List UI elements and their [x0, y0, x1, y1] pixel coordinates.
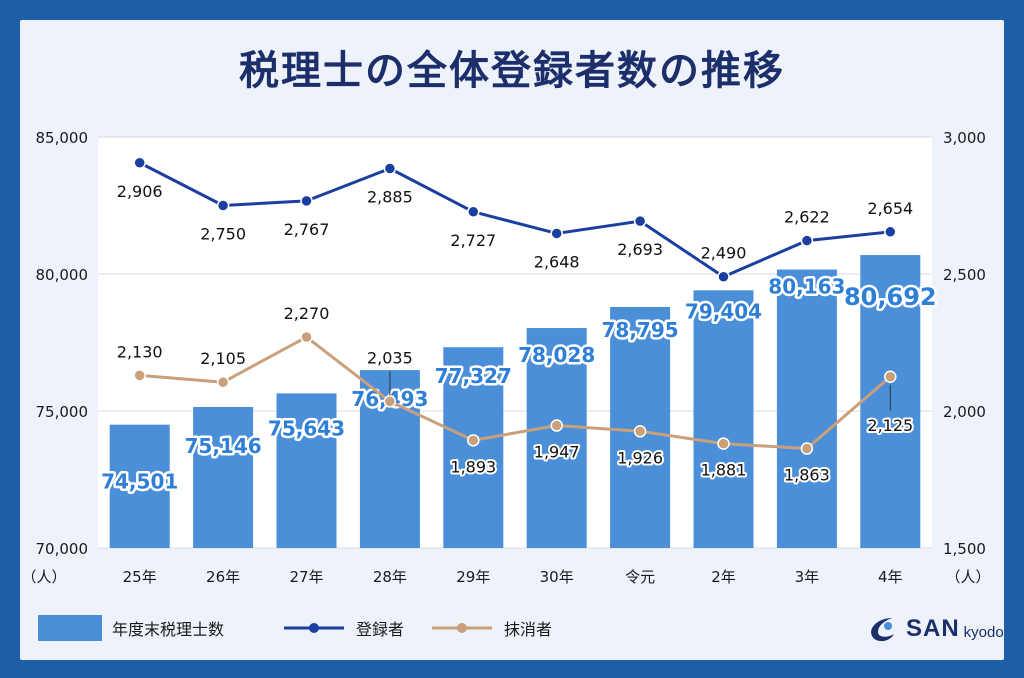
bar-value-label: 75,643: [268, 416, 345, 440]
bar-value-label: 78,795: [602, 318, 679, 342]
category-label: 27年: [289, 568, 323, 586]
left-axis-tick-label: 85,000: [36, 129, 89, 147]
right-axis-tick-label: 2,000: [943, 403, 986, 421]
registered-point: [884, 225, 897, 239]
cancelled-point: [550, 419, 563, 432]
left-axis-unit: （人）: [21, 568, 66, 586]
left-axis-tick-label: 70,000: [36, 540, 89, 558]
registered-value-label: 2,906: [117, 182, 163, 201]
bar: [109, 424, 170, 548]
legend-swatch-bars: [38, 615, 102, 641]
category-label: 4年: [878, 568, 903, 586]
legend-line-registered: [284, 623, 344, 633]
bar: [276, 393, 337, 548]
registered-value-label: 2,767: [284, 220, 330, 239]
logo-main-text: SAN: [906, 615, 960, 642]
registered-value-label: 2,648: [534, 252, 580, 271]
logo-icon: [871, 618, 894, 642]
registered-point: [133, 156, 146, 170]
right-axis-tick-label: 1,500: [943, 540, 986, 558]
bar-value-label: 80,163: [768, 275, 845, 299]
cancelled-value-label: 1,881: [701, 461, 747, 480]
cancelled-point: [383, 395, 397, 408]
cancelled-point: [717, 437, 730, 450]
cancelled-value-label: 1,863: [784, 466, 830, 485]
bar: [776, 269, 837, 548]
registered-point: [300, 194, 313, 208]
bar-value-label: 78,028: [518, 343, 595, 367]
bar-value-label: 79,404: [685, 299, 762, 323]
legend-item-cancelled: 抹消者: [430, 608, 600, 648]
bar-value-label: 74,501: [101, 470, 178, 494]
legend-line-cancelled: [432, 623, 492, 633]
bar: [443, 347, 504, 548]
registered-point: [467, 205, 480, 219]
bar-value-label: 75,146: [185, 434, 262, 458]
registered-point: [633, 214, 647, 228]
registered-value-label: 2,727: [450, 231, 496, 250]
registered-value-label: 2,654: [867, 199, 913, 218]
bar: [526, 328, 587, 548]
registered-value-label: 2,693: [617, 240, 663, 259]
registered-point: [800, 234, 814, 247]
legend-item-registered: 登録者: [282, 608, 452, 648]
right-axis-unit: （人）: [945, 568, 990, 586]
registered-point: [383, 162, 397, 175]
right-axis-tick-label: 3,000: [943, 129, 986, 147]
cancelled-point: [133, 369, 146, 382]
legend-item-bars: 年度末税理士数: [38, 608, 278, 648]
left-axis-tick-label: 75,000: [36, 403, 89, 421]
cancelled-value-label: 1,926: [617, 448, 663, 467]
cancelled-point: [467, 434, 480, 447]
registered-point: [550, 227, 563, 240]
bar: [693, 290, 754, 548]
legend-label-bars: 年度末税理士数: [112, 620, 225, 639]
cancelled-point: [300, 330, 313, 344]
registered-point: [216, 199, 230, 212]
registered-value-label: 2,490: [701, 244, 747, 263]
cancelled-value-label: 2,125: [867, 416, 913, 435]
registered-value-label: 2,885: [367, 188, 413, 207]
left-axis-tick-label: 80,000: [36, 266, 89, 284]
category-label: 3年: [795, 568, 820, 586]
cancelled-point: [216, 375, 230, 389]
category-label: 26年: [206, 568, 240, 586]
cancelled-value-label: 2,130: [117, 342, 163, 361]
category-label: 25年: [123, 568, 157, 586]
cancelled-value-label: 2,105: [200, 349, 246, 368]
category-label: 令元: [625, 568, 655, 586]
cancelled-value-label: 2,270: [284, 304, 330, 323]
category-label: 28年: [373, 568, 407, 586]
registered-value-label: 2,622: [784, 208, 830, 227]
logo-sub-text: kyodo: [963, 623, 1004, 641]
registered-value-label: 2,750: [200, 225, 246, 244]
cancelled-value-label: 1,893: [450, 457, 496, 476]
bar-value-label: 80,692: [844, 283, 937, 311]
category-label: 2年: [711, 568, 736, 586]
registered-point: [717, 270, 730, 283]
cancelled-point: [800, 442, 814, 455]
cancelled-value-label: 1,947: [534, 443, 580, 462]
bar-value-label: 77,327: [435, 364, 512, 388]
cancelled-point: [633, 425, 647, 438]
registered-line: [139, 161, 891, 279]
legend-label-registered: 登録者: [356, 620, 405, 639]
category-label: 29年: [456, 568, 490, 586]
cancelled-line: [139, 335, 892, 451]
san-kyodo-logo: SAN kyodo: [866, 612, 1004, 646]
category-label: 30年: [540, 568, 574, 586]
chart-title: 税理士の全体登録者数の推移: [239, 48, 785, 94]
bar: [193, 406, 254, 548]
right-axis-tick-label: 2,500: [943, 266, 986, 284]
cancelled-value-label: 2,035: [367, 348, 413, 367]
cancelled-point: [884, 370, 897, 383]
legend-label-cancelled: 抹消者: [504, 620, 553, 639]
